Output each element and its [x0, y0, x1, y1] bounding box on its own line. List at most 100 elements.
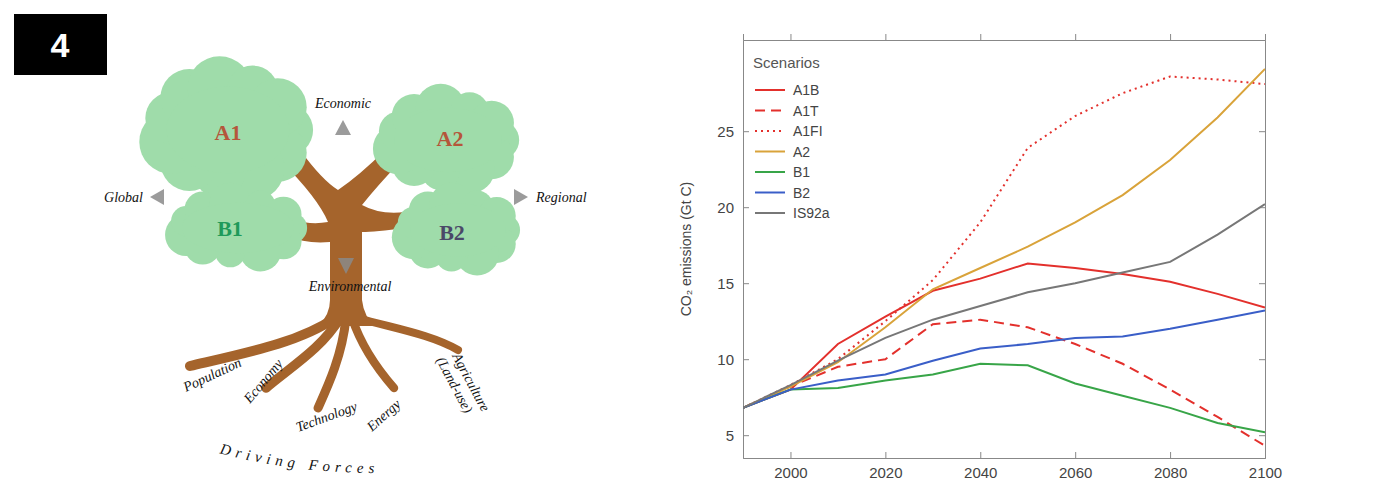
axis-line	[744, 34, 1266, 41]
tick: 2020	[869, 452, 902, 481]
legend-label: B1	[793, 164, 810, 180]
root-label-line: (Land-use)	[432, 354, 475, 416]
legend-swatch	[755, 151, 785, 153]
line-chart: 2000 2020 2040 2060 2080 2100 5 10 15 20 25 CO₂ emi…	[678, 34, 1282, 481]
root-label: Energy	[363, 396, 404, 435]
tick-label: 5	[726, 427, 734, 444]
series-line	[743, 204, 1265, 408]
caption-path: Driving Forces	[218, 440, 380, 475]
tick-mark	[885, 34, 886, 40]
tick: 10	[717, 351, 749, 368]
tick	[1170, 34, 1171, 40]
series-line	[743, 69, 1265, 408]
legend-swatch	[755, 212, 785, 214]
tick: 2000	[774, 452, 807, 481]
tick-mark	[790, 452, 791, 458]
foliage-core	[410, 203, 506, 256]
legend-swatch	[755, 110, 785, 112]
tick-mark	[743, 435, 749, 436]
legend-label: A1FI	[793, 123, 823, 139]
tick	[1259, 435, 1265, 436]
series-line	[743, 311, 1265, 408]
series-line	[743, 364, 1265, 432]
tick	[980, 34, 981, 40]
tick: 2080	[1154, 452, 1187, 481]
root-label: Population	[180, 355, 244, 395]
legend-swatch	[755, 89, 785, 91]
root	[318, 318, 346, 408]
figure: 4A1A2B1B2EconomicGlobalRegionalEnvironme…	[0, 0, 1398, 492]
plot-area	[743, 69, 1265, 446]
arrow-right	[514, 189, 528, 205]
scenario-label: A2	[437, 126, 464, 151]
tick	[790, 34, 791, 40]
foliage-core	[394, 108, 502, 172]
y-axis-right	[1259, 41, 1266, 459]
legend: ScenariosA1BA1TA1FIA2B1B2IS92a	[753, 54, 830, 221]
series-line	[743, 76, 1265, 407]
foliage	[373, 84, 519, 194]
foliage	[165, 183, 307, 272]
tick-mark	[1265, 34, 1266, 40]
root	[358, 318, 458, 350]
tick-mark	[743, 359, 749, 360]
legend-swatch	[755, 171, 785, 173]
tick-label: 2040	[964, 464, 997, 481]
legend-label: A1T	[793, 103, 819, 119]
tick-label: 2020	[869, 464, 902, 481]
tick-mark	[885, 452, 886, 458]
tick-label: 15	[717, 275, 734, 292]
tick-mark	[1170, 452, 1171, 458]
caption: Driving Forces	[218, 440, 380, 475]
tick	[1265, 34, 1266, 40]
direction-label: Global	[104, 190, 143, 205]
legend-label: B2	[793, 185, 810, 201]
tick-mark	[980, 34, 981, 40]
tick: 20	[717, 199, 749, 216]
series-line	[743, 263, 1265, 407]
root	[190, 318, 335, 366]
tick: 25	[717, 123, 749, 140]
tick-mark	[743, 283, 749, 284]
legend-swatch	[755, 192, 785, 194]
tick-mark	[980, 452, 981, 458]
direction-label: Economic	[314, 96, 372, 111]
tick: 2040	[964, 452, 997, 481]
x-axis-top	[744, 34, 1266, 41]
arrow-down	[338, 258, 354, 274]
y-axis: 5 10 15 20 25	[717, 41, 749, 459]
foliage-core	[167, 87, 290, 174]
legend-swatch	[755, 130, 785, 132]
scenario-label: B1	[217, 216, 243, 241]
tree-diagram: A1A2B1B2EconomicGlobalRegionalEnvironmen…	[104, 56, 587, 476]
x-axis: 2000 2020 2040 2060 2080 2100	[744, 452, 1283, 481]
tick: 2060	[1059, 452, 1092, 481]
foliage	[139, 56, 313, 200]
foliage-core	[182, 203, 295, 253]
tick-label: 20	[717, 199, 734, 216]
axis-line	[744, 452, 1266, 459]
tick-mark	[743, 207, 749, 208]
panel-label: 4	[51, 26, 70, 64]
tick-mark	[1259, 435, 1265, 436]
y-axis-title: CO₂ emissions (Gt C)	[678, 182, 694, 317]
tick-mark	[1259, 283, 1265, 284]
tick-mark	[1259, 359, 1265, 360]
tick-mark	[790, 34, 791, 40]
foliage	[392, 182, 520, 275]
tick-mark	[1259, 131, 1265, 132]
tick-label: 2060	[1059, 464, 1092, 481]
tick	[1075, 34, 1076, 40]
tick-label: 2100	[1249, 464, 1282, 481]
tick	[1259, 131, 1265, 132]
scenario-label: A1	[215, 120, 242, 145]
tick: 5	[726, 427, 749, 444]
root-label: Technology	[294, 399, 360, 435]
axis-line	[744, 41, 750, 459]
legend-title: Scenarios	[753, 54, 820, 71]
tick-label: 10	[717, 351, 734, 368]
tick-mark	[1170, 34, 1171, 40]
tick-mark	[1075, 452, 1076, 458]
tick	[885, 34, 886, 40]
tick-mark	[1075, 34, 1076, 40]
